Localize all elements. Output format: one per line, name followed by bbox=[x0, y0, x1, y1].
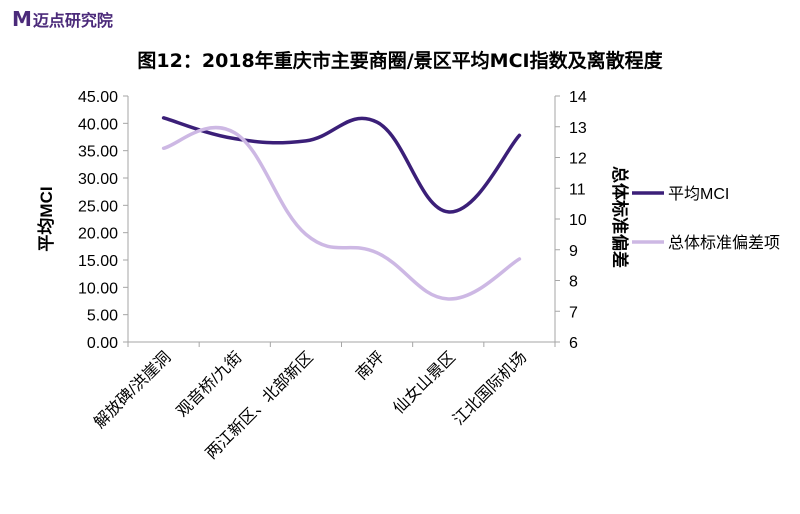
y-left-tick-label: 0.00 bbox=[87, 335, 118, 352]
x-category-label: 解放碑/洪崖洞 bbox=[91, 348, 175, 432]
y-left-tick-label: 35.00 bbox=[78, 144, 118, 161]
x-category-label: 仙女山景区 bbox=[389, 347, 459, 417]
y-left-tick-label: 30.00 bbox=[78, 171, 118, 188]
y-right-tick-label: 9 bbox=[569, 243, 578, 260]
y-right-tick-label: 6 bbox=[569, 335, 578, 352]
y-right-tick-label: 11 bbox=[569, 181, 586, 198]
y-right-tick-label: 13 bbox=[569, 120, 587, 137]
y-right-tick-label: 8 bbox=[569, 274, 578, 291]
logo-text: 迈点研究院 bbox=[32, 11, 113, 30]
y-left-axis-title: 平均MCI bbox=[36, 186, 56, 251]
y-left-tick-label: 5.00 bbox=[87, 308, 118, 325]
y-right-tick-label: 12 bbox=[569, 151, 587, 168]
y-left-tick-label: 15.00 bbox=[78, 253, 118, 270]
legend-label: 平均MCI bbox=[668, 185, 729, 203]
y-right-tick-label: 7 bbox=[569, 304, 578, 321]
y-left-tick-label: 20.00 bbox=[78, 226, 118, 243]
y-left-tick-label: 45.00 bbox=[78, 89, 118, 106]
brand-logo: M 迈点研究院 bbox=[12, 7, 113, 31]
y-right-tick-label: 10 bbox=[569, 212, 587, 229]
series-line-mci bbox=[161, 116, 522, 214]
y-left-tick-label: 25.00 bbox=[78, 198, 118, 215]
y-right-axis-title: 总体标准偏差 bbox=[610, 166, 630, 268]
legend-label: 总体标准偏差项 bbox=[668, 234, 780, 252]
y-left-tick-label: 10.00 bbox=[78, 280, 118, 297]
series-line-std bbox=[161, 125, 522, 301]
x-category-label: 江北国际机场 bbox=[450, 348, 531, 429]
logo-mark: M bbox=[12, 7, 32, 31]
x-category-label: 南坪 bbox=[353, 348, 388, 383]
y-left-tick-label: 40.00 bbox=[78, 116, 118, 133]
x-category-label: 观音桥/九街 bbox=[173, 348, 245, 420]
chart-title: 图12：2018年重庆市主要商圈/景区平均MCI指数及离散程度 bbox=[137, 50, 663, 72]
y-right-tick-label: 14 bbox=[569, 89, 587, 106]
